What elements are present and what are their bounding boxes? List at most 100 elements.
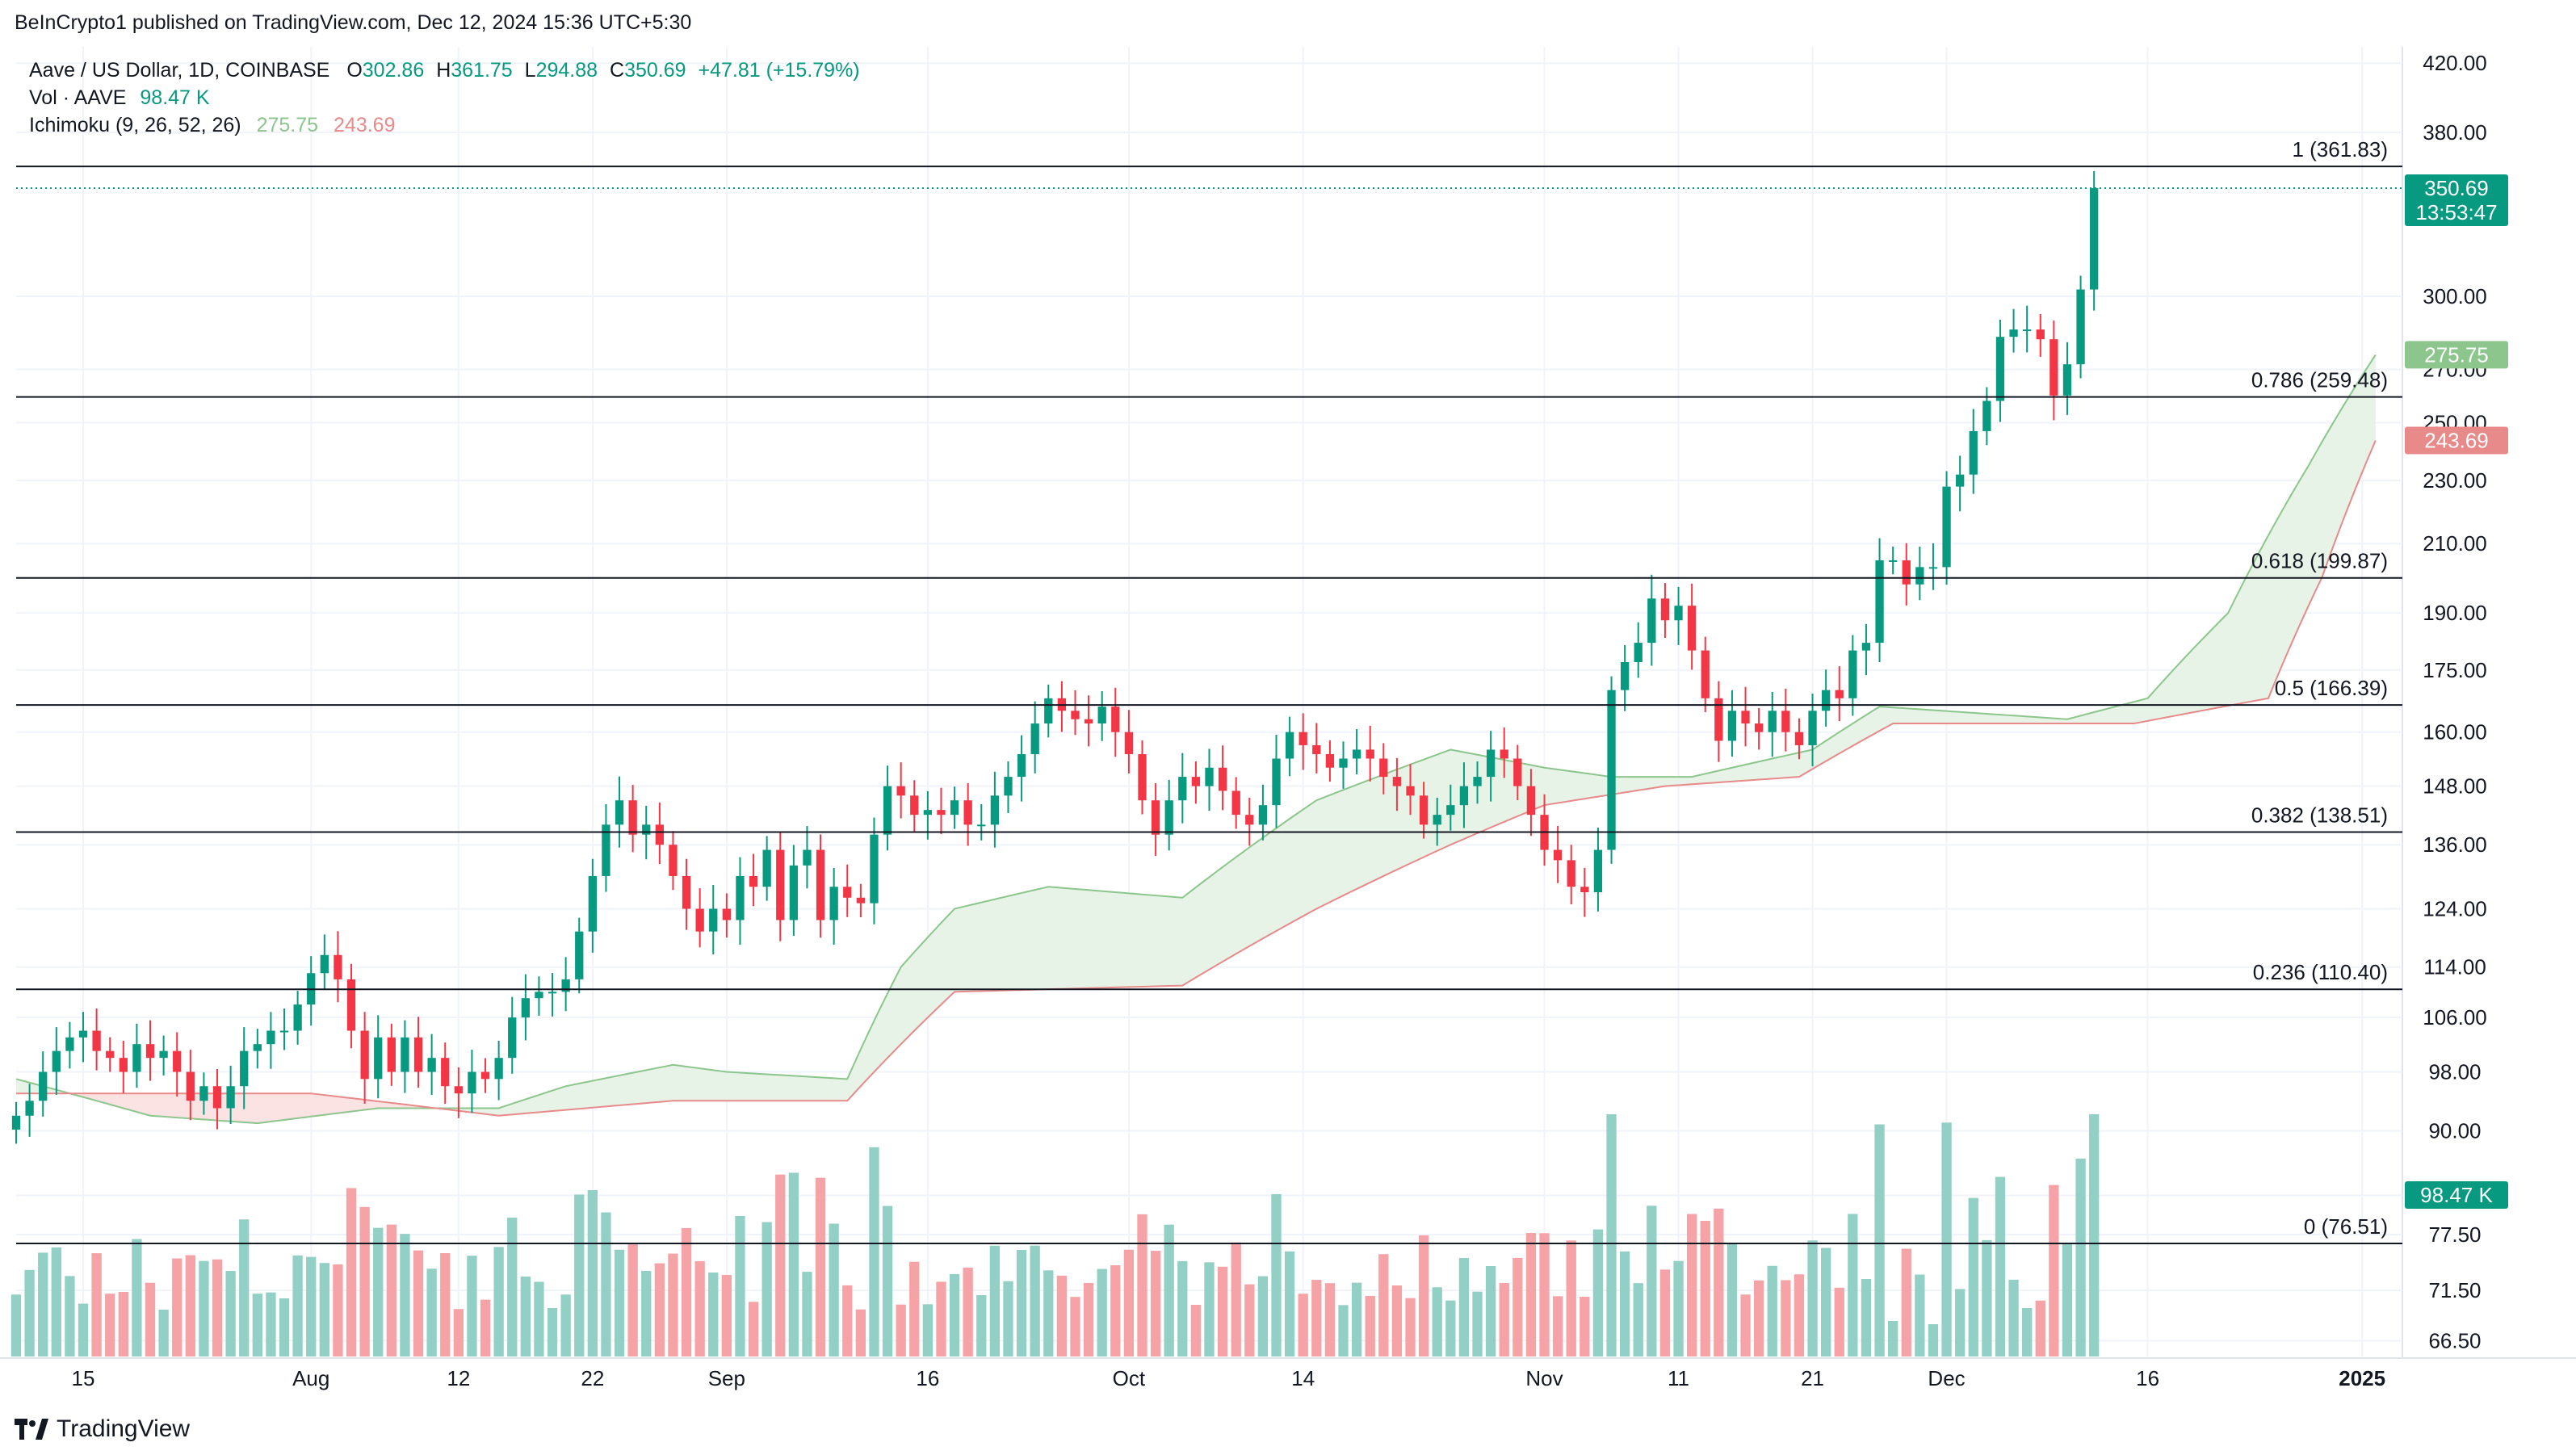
candle-body (1861, 643, 1871, 651)
candle-body (413, 1037, 423, 1072)
candle-body (1969, 430, 1978, 475)
candle-body (1312, 744, 1321, 754)
publisher-bar: BeInCrypto1 published on TradingView.com… (0, 0, 2576, 47)
cloud-span-a-line (15, 354, 2377, 1125)
volume-bar (668, 1253, 678, 1356)
volume-bar (1606, 1114, 1617, 1356)
candle-body (374, 1037, 383, 1080)
volume-bar (949, 1273, 960, 1356)
volume-bar (681, 1227, 692, 1356)
volume-bar (1338, 1305, 1349, 1356)
volume-bar (735, 1215, 745, 1356)
candle-body (1674, 606, 1683, 621)
candle-body (1486, 749, 1496, 778)
price-badge-label: 243.69 (2424, 429, 2489, 453)
y-tick-label: 77.50 (2428, 1222, 2481, 1247)
y-tick-label: 148.00 (2423, 774, 2487, 799)
candle-body (1500, 749, 1508, 759)
volume-bar (1700, 1221, 1710, 1356)
candle-body (1513, 758, 1522, 786)
volume-bar (909, 1261, 920, 1356)
chart-legend: Aave / US Dollar, 1D, COINBASE O302.86 H… (29, 57, 860, 139)
candle-body (655, 824, 665, 845)
candle-body (896, 786, 905, 796)
volume-bar (976, 1295, 987, 1356)
volume-bar (1512, 1257, 1523, 1356)
candle-body (1406, 786, 1415, 796)
y-tick-label: 71.50 (2428, 1278, 2481, 1302)
volume-bar (1767, 1265, 1777, 1356)
volume-bar (694, 1260, 705, 1356)
y-tick-label: 98.00 (2428, 1060, 2481, 1084)
tradingview-logo-icon (15, 1419, 48, 1440)
x-tick-label: 21 (1801, 1366, 1824, 1390)
candle-body (1459, 786, 1469, 806)
volume-bar (333, 1264, 343, 1356)
volume-bar (145, 1282, 156, 1356)
footer-brand: TradingView (57, 1415, 191, 1442)
price-badge (2405, 426, 2508, 455)
candle-body (39, 1071, 48, 1101)
volume-bar (2075, 1158, 2086, 1356)
volume-bar (507, 1218, 518, 1356)
candle-body (1567, 860, 1575, 887)
candle-body (494, 1058, 503, 1080)
volume-bar (1257, 1276, 1269, 1356)
volume-bar (1164, 1224, 1174, 1356)
price-badge-label: 275.75 (2424, 342, 2489, 367)
volume-bar (373, 1227, 384, 1356)
y-tick-label: 136.00 (2423, 832, 2487, 857)
candle-body (1258, 805, 1268, 825)
x-tick-label: 15 (72, 1366, 95, 1390)
volume-bar (1110, 1264, 1121, 1356)
volume-bar (1003, 1281, 1013, 1356)
volume-bar (641, 1270, 652, 1356)
open-label: O (346, 59, 363, 82)
candle-body (803, 849, 812, 866)
candle-body (1084, 719, 1093, 724)
candle-body (226, 1086, 235, 1109)
candle-body (199, 1086, 208, 1101)
candle-body (521, 998, 530, 1018)
volume-bar (105, 1294, 115, 1356)
price-chart[interactable]: 1 (361.83) 0.786 (259.48) 0.618 (199.87) 0.… (0, 47, 2576, 1403)
y-tick-label: 66.50 (2428, 1328, 2481, 1352)
candle-body (441, 1058, 450, 1087)
volume-bar (78, 1303, 89, 1356)
candle-body (1097, 707, 1106, 724)
candle-body (923, 810, 933, 816)
candle-body (575, 931, 584, 979)
volume-bar (2035, 1300, 2045, 1356)
volume-bar (721, 1274, 732, 1356)
candle-body (1285, 732, 1294, 759)
candle-body (78, 1030, 88, 1038)
candle-body (1915, 567, 1924, 585)
volume-bar (601, 1212, 611, 1356)
time-axis: 15 Aug 12 22 Sep 16 Oct 14 Nov 11 21 Dec 16 2025 (72, 1366, 2386, 1390)
candle-body (1379, 758, 1388, 778)
volume-bar (1539, 1233, 1550, 1356)
volume-bar (306, 1256, 317, 1356)
y-tick-label: 114.00 (2423, 955, 2486, 979)
candle-body (2009, 329, 2018, 338)
change-value: +47.81 (+15.79%) (698, 59, 860, 82)
volume-bar (199, 1260, 209, 1356)
candle-body (990, 795, 1000, 825)
volume-bar (400, 1234, 410, 1356)
candle-body (1392, 777, 1402, 786)
volume-bar (708, 1273, 719, 1356)
volume-bar (386, 1224, 396, 1356)
volume-bar (1043, 1270, 1054, 1356)
candle-body (212, 1086, 222, 1109)
candle-body (669, 845, 678, 876)
volume-bar (212, 1259, 223, 1356)
candle-body (2076, 289, 2085, 365)
candle-body (52, 1050, 61, 1072)
volume-bar (1580, 1296, 1590, 1356)
candle-body (749, 875, 758, 887)
fib-level-label: 0.382 (138.51) (2251, 803, 2388, 828)
y-tick-label: 300.00 (2423, 284, 2487, 308)
candle-body (535, 992, 543, 999)
volume-bar (1968, 1197, 1978, 1356)
candle-body (1754, 723, 1764, 732)
